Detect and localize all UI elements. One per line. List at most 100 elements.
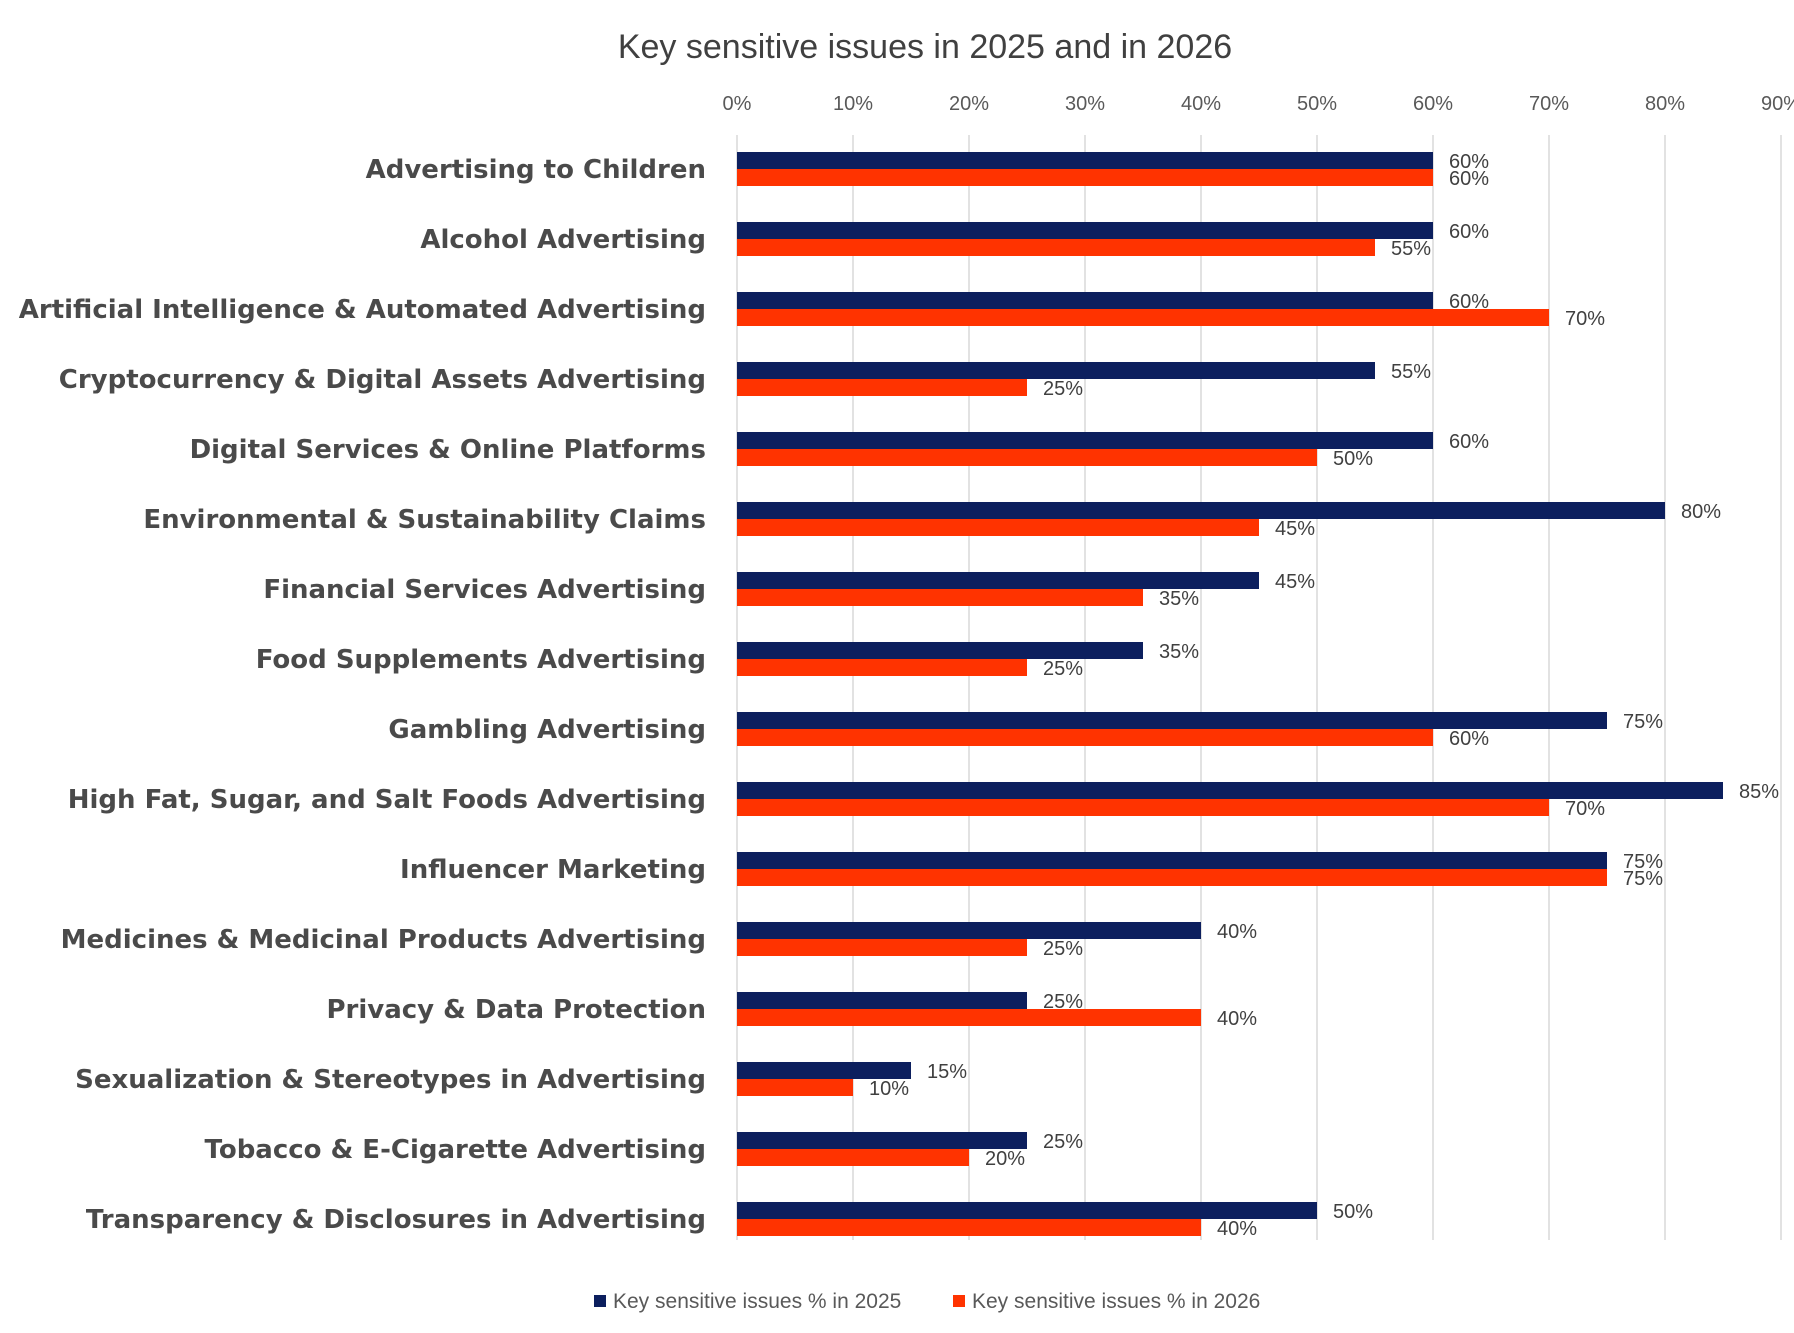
data-label: 75%	[1623, 868, 1663, 890]
data-label: 25%	[1043, 658, 1083, 680]
category-label: Sexualization & Stereotypes in Advertisi…	[75, 1065, 706, 1095]
data-label: 20%	[985, 1148, 1025, 1170]
bar-2026	[737, 379, 1027, 396]
bar-2025	[737, 1202, 1317, 1219]
x-tick-label: 40%	[1181, 93, 1221, 115]
data-label: 60%	[1449, 431, 1489, 453]
bar-2025	[737, 852, 1607, 869]
category-label: Artificial Intelligence & Automated Adve…	[19, 295, 706, 325]
data-label: 60%	[1449, 151, 1489, 173]
data-label: 40%	[1217, 1218, 1257, 1240]
category-label: Environmental & Sustainability Claims	[143, 505, 706, 535]
bar-2025	[737, 922, 1201, 939]
x-tick-label: 90%	[1761, 93, 1794, 115]
bar-2025	[737, 782, 1723, 799]
bar-2025	[737, 1062, 911, 1079]
bar-2026	[737, 1219, 1201, 1236]
bar-2025	[737, 712, 1607, 729]
bar-2026	[737, 729, 1433, 746]
category-label: Alcohol Advertising	[420, 225, 706, 255]
category-label: Transparency & Disclosures in Advertisin…	[86, 1205, 706, 1235]
category-label: Gambling Advertising	[388, 715, 706, 745]
data-label: 40%	[1217, 921, 1257, 943]
data-label: 75%	[1623, 711, 1663, 733]
legend-label: Key sensitive issues % in 2026	[972, 1290, 1260, 1313]
legend: Key sensitive issues % in 2025 Key sensit…	[594, 1290, 1260, 1313]
bar-2026	[737, 1149, 969, 1166]
data-label: 15%	[927, 1061, 967, 1083]
bar-2026	[737, 169, 1433, 186]
data-label: 50%	[1333, 448, 1373, 470]
category-label: Tobacco & E-Cigarette Advertising	[205, 1135, 706, 1165]
bar-2025	[737, 992, 1027, 1009]
data-label: 50%	[1333, 1201, 1373, 1223]
x-tick-label: 30%	[1065, 93, 1105, 115]
data-label: 35%	[1159, 641, 1199, 663]
category-label: Food Supplements Advertising	[256, 645, 706, 675]
bar-2026	[737, 939, 1027, 956]
bar-2025	[737, 152, 1433, 169]
x-tick-label: 80%	[1645, 93, 1685, 115]
bar-2025	[737, 642, 1143, 659]
category-label: Influencer Marketing	[400, 855, 706, 885]
category-label: Privacy & Data Protection	[326, 995, 706, 1025]
data-label: 60%	[1449, 728, 1489, 750]
data-label: 70%	[1565, 798, 1605, 820]
data-label: 25%	[1043, 1131, 1083, 1153]
bar-2026	[737, 1079, 853, 1096]
data-label: 25%	[1043, 378, 1083, 400]
legend-swatch	[953, 1295, 965, 1307]
bar-2025	[737, 222, 1433, 239]
legend-item-2026: Key sensitive issues % in 2026	[953, 1290, 1260, 1313]
bar-2025	[737, 502, 1665, 519]
bars	[737, 152, 1723, 1236]
bar-2025	[737, 572, 1259, 589]
bar-2026	[737, 1009, 1201, 1026]
category-label: High Fat, Sugar, and Salt Foods Advertis…	[68, 785, 706, 815]
bar-2026	[737, 239, 1375, 256]
data-labels: 60%60%60%55%60%70%55%25%60%50%80%45%45%3…	[869, 151, 1779, 1240]
category-label: Digital Services & Online Platforms	[190, 435, 706, 465]
x-tick-label: 0%	[723, 93, 752, 115]
data-label: 35%	[1159, 588, 1199, 610]
category-labels: Advertising to Children Alcohol Advertisi…	[19, 155, 706, 1235]
chart-title: Key sensitive issues in 2025 and in 2026	[618, 28, 1232, 66]
data-label: 10%	[869, 1078, 909, 1100]
bar-2025	[737, 362, 1375, 379]
bar-2026	[737, 659, 1027, 676]
x-tick-label: 70%	[1529, 93, 1569, 115]
x-tick-label: 20%	[949, 93, 989, 115]
data-label: 45%	[1275, 571, 1315, 593]
bar-2025	[737, 1132, 1027, 1149]
legend-label: Key sensitive issues % in 2025	[613, 1290, 901, 1313]
data-label: 60%	[1449, 221, 1489, 243]
data-label: 55%	[1391, 361, 1431, 383]
data-label: 45%	[1275, 518, 1315, 540]
bar-2026	[737, 309, 1549, 326]
bar-2026	[737, 869, 1607, 886]
data-label: 60%	[1449, 168, 1489, 190]
data-label: 40%	[1217, 1008, 1257, 1030]
bar-2026	[737, 589, 1143, 606]
data-label: 80%	[1681, 501, 1721, 523]
data-label: 75%	[1623, 851, 1663, 873]
x-tick-label: 50%	[1297, 93, 1337, 115]
data-label: 25%	[1043, 938, 1083, 960]
bar-2026	[737, 519, 1259, 536]
x-tick-label: 10%	[833, 93, 873, 115]
category-label: Cryptocurrency & Digital Assets Advertis…	[59, 365, 706, 395]
data-label: 60%	[1449, 291, 1489, 313]
bar-2025	[737, 432, 1433, 449]
x-axis-ticks: 0% 10% 20% 30% 40% 50% 60% 70% 80% 90%	[723, 93, 1794, 115]
data-label: 85%	[1739, 781, 1779, 803]
category-label: Financial Services Advertising	[263, 575, 706, 605]
bar-2026	[737, 449, 1317, 466]
x-tick-label: 60%	[1413, 93, 1453, 115]
legend-item-2025: Key sensitive issues % in 2025	[594, 1290, 901, 1313]
category-label: Medicines & Medicinal Products Advertisi…	[61, 925, 706, 955]
bar-2026	[737, 799, 1549, 816]
legend-swatch	[594, 1295, 606, 1307]
data-label: 25%	[1043, 991, 1083, 1013]
